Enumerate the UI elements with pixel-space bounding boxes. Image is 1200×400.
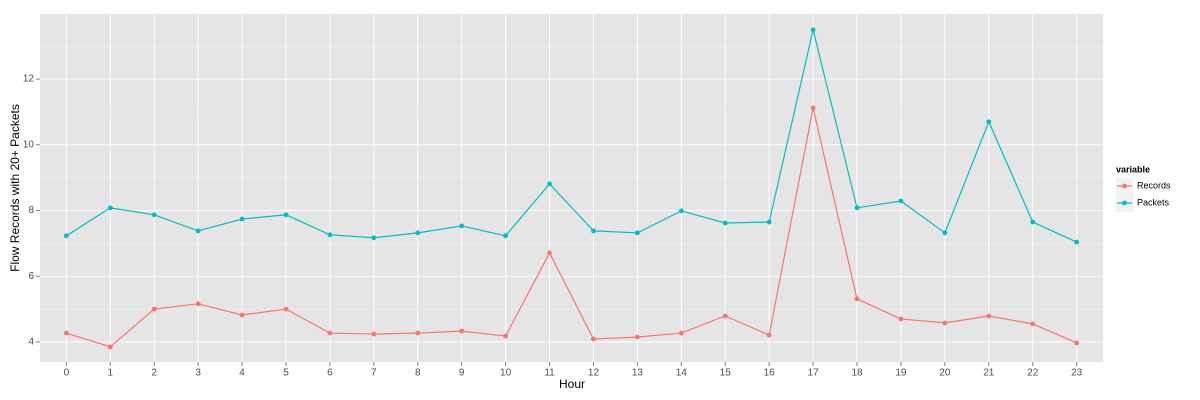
x-tick-label: 19 — [895, 368, 907, 379]
data-point — [239, 216, 245, 222]
legend-label: Packets — [1137, 197, 1170, 207]
data-point — [898, 198, 904, 204]
data-point — [942, 320, 948, 326]
legend-key-point — [1122, 183, 1127, 189]
data-point — [459, 328, 465, 334]
data-point — [634, 334, 640, 340]
data-point — [591, 336, 596, 342]
data-point — [678, 330, 684, 336]
data-point — [327, 232, 333, 238]
x-tick-label: 13 — [632, 368, 644, 379]
data-point — [195, 301, 201, 307]
y-tick-label: 12 — [23, 74, 35, 85]
data-point — [503, 333, 509, 339]
x-tick-label: 15 — [720, 368, 732, 379]
x-tick-label: 22 — [1027, 368, 1039, 379]
data-point — [503, 233, 509, 239]
data-point — [810, 27, 816, 33]
x-axis-title: Hour — [559, 377, 585, 391]
x-tick-label: 6 — [327, 368, 333, 379]
y-axis-title: Flow Records with 20+ Packets — [8, 104, 22, 272]
data-point — [766, 332, 772, 338]
y-tick-label: 4 — [28, 337, 34, 348]
data-point — [327, 330, 333, 336]
series-line — [66, 107, 1077, 348]
data-point — [371, 331, 377, 337]
data-point — [459, 223, 465, 229]
legend-key-point — [1122, 200, 1127, 206]
y-tick-label: 6 — [28, 271, 34, 282]
data-point — [415, 330, 421, 336]
x-tick-label: 20 — [939, 368, 951, 379]
x-tick-label: 3 — [195, 368, 201, 379]
data-point — [1074, 340, 1080, 346]
data-point — [371, 235, 377, 241]
x-tick-label: 5 — [283, 368, 289, 379]
x-tick-label: 7 — [371, 368, 377, 379]
x-tick-label: 17 — [808, 368, 820, 379]
data-point — [239, 312, 245, 318]
data-point — [1030, 219, 1036, 225]
data-point — [678, 208, 684, 214]
x-tick-label: 18 — [851, 368, 863, 379]
data-point — [634, 230, 640, 236]
x-tick-label: 9 — [459, 368, 465, 379]
data-point — [986, 119, 992, 125]
data-point — [810, 105, 816, 111]
data-point — [854, 296, 860, 302]
data-point — [986, 313, 992, 319]
data-point — [1030, 321, 1036, 327]
x-tick-label: 14 — [676, 368, 688, 379]
data-point — [591, 228, 596, 234]
data-point — [63, 330, 69, 336]
x-tick-label: 2 — [151, 368, 157, 379]
data-point — [283, 212, 289, 218]
data-point — [766, 219, 772, 225]
data-point — [415, 230, 421, 236]
x-tick-label: 21 — [983, 368, 995, 379]
legend-title: variable — [1116, 164, 1150, 174]
x-tick-label: 1 — [107, 368, 113, 379]
x-tick-label: 16 — [764, 368, 776, 379]
x-tick-label: 8 — [415, 368, 421, 379]
data-point — [898, 316, 904, 322]
data-point — [1074, 239, 1080, 245]
data-point — [547, 181, 552, 187]
series-line — [66, 29, 1077, 243]
data-point — [63, 233, 69, 239]
y-tick-label: 8 — [28, 205, 34, 216]
data-point — [195, 228, 201, 234]
data-point — [722, 220, 728, 226]
data-point — [151, 306, 157, 312]
data-point — [722, 313, 728, 319]
data-point — [283, 306, 289, 312]
x-tick-label: 11 — [544, 368, 555, 379]
x-tick-label: 10 — [500, 368, 512, 379]
x-tick-label: 0 — [64, 368, 70, 379]
y-tick-label: 10 — [23, 139, 35, 150]
data-point — [854, 205, 860, 211]
data-point — [942, 230, 948, 236]
data-point — [107, 205, 113, 211]
data-point — [151, 212, 157, 218]
x-tick-label: 4 — [239, 368, 245, 379]
data-point — [547, 250, 552, 256]
data-point — [107, 344, 113, 350]
x-tick-label: 23 — [1071, 368, 1083, 379]
legend-label: Records — [1137, 180, 1171, 190]
x-tick-label: 12 — [588, 368, 600, 379]
panel — [40, 14, 1103, 362]
